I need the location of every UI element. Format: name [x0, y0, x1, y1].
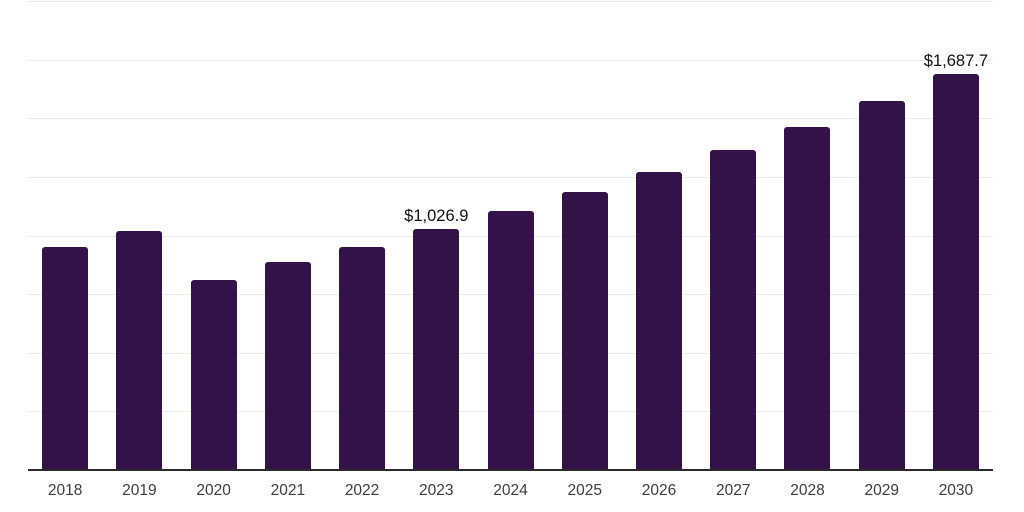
bar-slot-2023: $1,026.9: [399, 0, 473, 470]
x-tick-label-2022: 2022: [344, 482, 380, 499]
x-tick-label-2023: 2023: [419, 482, 454, 499]
bar-2029: [858, 101, 905, 470]
bar-slot-2029: [845, 0, 919, 470]
bar-slot-2026: [622, 0, 696, 470]
gridline-1750: [28, 60, 993, 61]
x-axis-line: [28, 469, 993, 471]
bar-2027: [710, 150, 757, 470]
x-tick-label-2029: 2029: [864, 482, 899, 499]
bar-2025: [561, 192, 608, 470]
x-axis-labels: 2018 2019 2020 2021 2022 2023 2024 2025 2026 2027…: [28, 482, 993, 501]
bar-slot-2024: [473, 0, 547, 470]
plot-area: $1,026.9 $1,687.7: [28, 0, 993, 472]
data-label-2023: $1,026.9: [404, 206, 469, 225]
x-tick-label-2020: 2020: [196, 482, 231, 499]
x-tick-label-2018: 2018: [47, 482, 83, 499]
bar-2020: [190, 280, 237, 470]
bar-slot-2027: [696, 0, 770, 470]
bar-slot-2030: $1,687.7: [919, 0, 993, 470]
bar-2021: [264, 262, 311, 470]
bar-slot-2025: [548, 0, 622, 470]
bar-slot-2022: [325, 0, 399, 470]
bar-2028: [784, 127, 831, 470]
bar-slot-2019: [102, 0, 176, 470]
x-tick-label-2028: 2028: [790, 482, 825, 499]
x-tick-label-2019: 2019: [122, 482, 157, 499]
gridline-2000: [28, 1, 993, 2]
bar-2030: [932, 74, 979, 470]
bar-2018: [42, 247, 89, 470]
x-tick-label-2027: 2027: [715, 482, 751, 499]
data-label-2030: $1,687.7: [923, 51, 989, 70]
x-tick-label-2025: 2025: [567, 482, 602, 499]
gridline-1500: [28, 118, 993, 119]
gridline-1250: [28, 177, 993, 178]
bar-slot-2021: [251, 0, 325, 470]
bar-2024: [487, 211, 534, 470]
bar-slot-2020: [176, 0, 250, 470]
bars: $1,026.9 $1,687.7: [28, 0, 993, 470]
bar-2022: [339, 247, 386, 470]
x-tick-label-2021: 2021: [270, 482, 306, 499]
bar-2026: [635, 172, 682, 470]
bar-slot-2018: [28, 0, 102, 470]
bar-2019: [116, 231, 163, 470]
bar-2023: [413, 229, 460, 470]
x-tick-label-2026: 2026: [641, 482, 677, 499]
x-tick-label-2030: 2030: [938, 482, 974, 499]
bar-slot-2028: [770, 0, 844, 470]
x-tick-label-2024: 2024: [493, 482, 528, 499]
